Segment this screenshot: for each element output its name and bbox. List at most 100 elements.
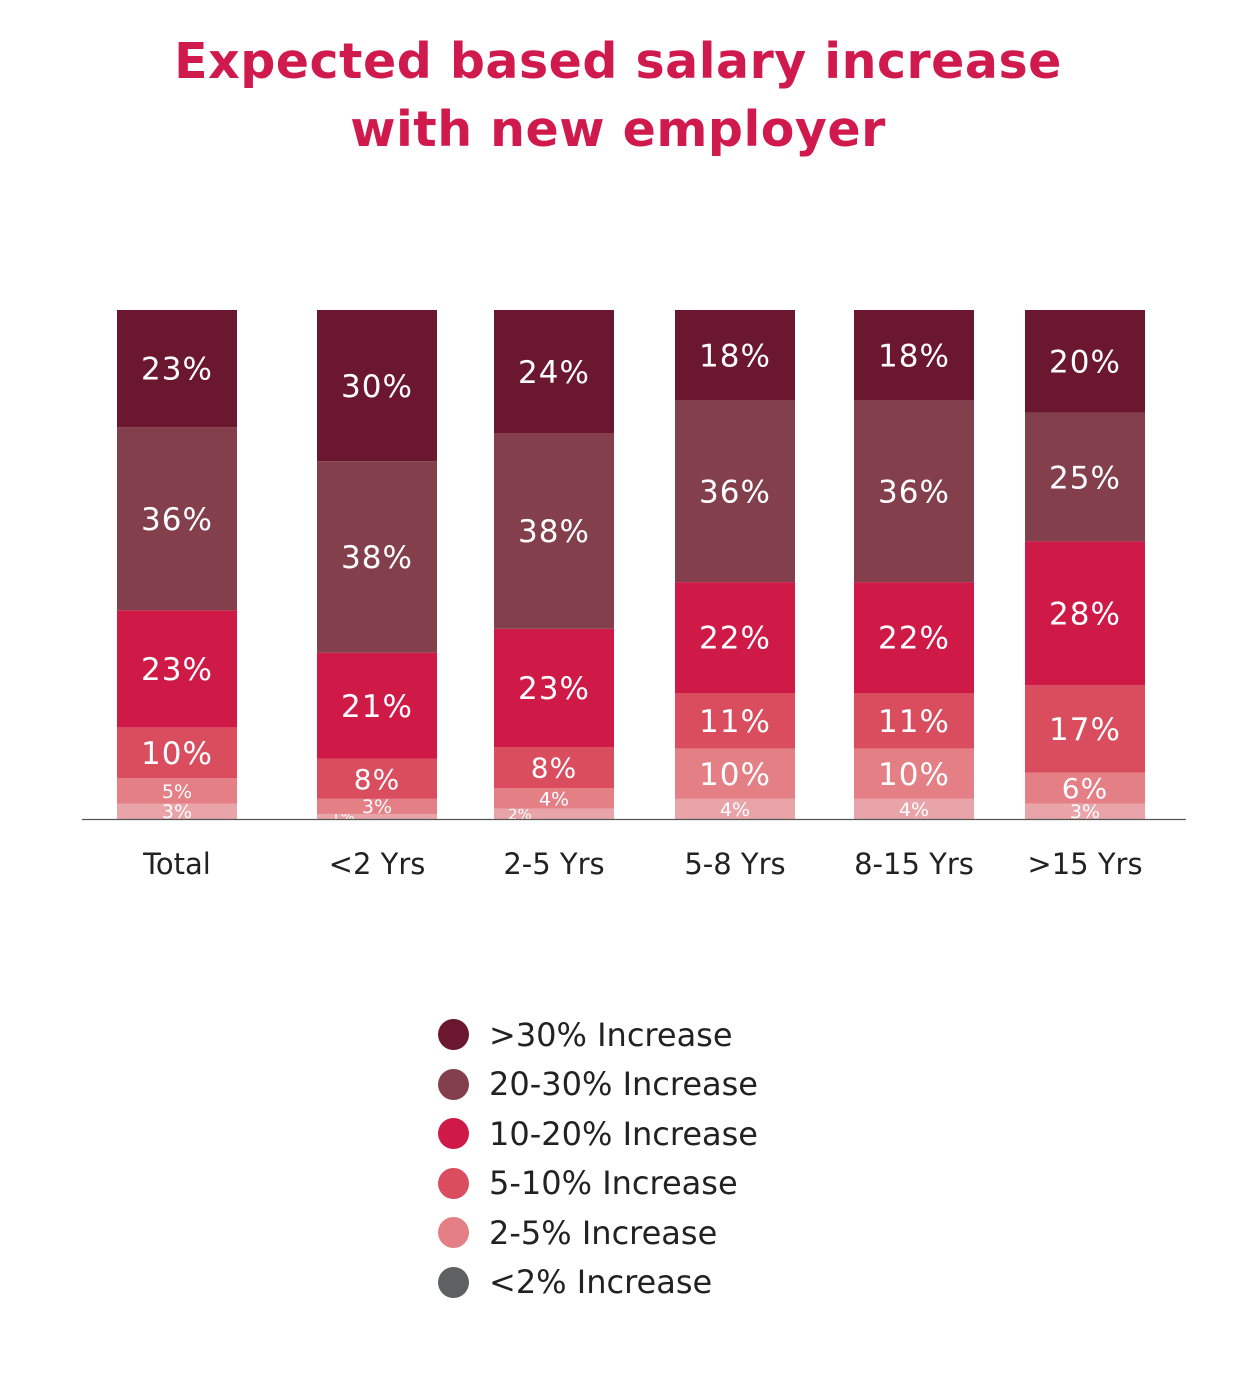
chart-title-line-1: Expected based salary increase xyxy=(174,33,1062,90)
segment-value-label: 11% xyxy=(878,704,950,740)
segment-value-label: 4% xyxy=(899,799,929,821)
segment-value-label: 36% xyxy=(699,475,771,511)
segment-value-label: 3% xyxy=(1070,801,1100,823)
legend-label: <2% Increase xyxy=(489,1263,713,1302)
bar-stack: 2% 4% 8% 23% 38% 24% xyxy=(494,310,614,823)
segment-value-label: 17% xyxy=(1049,712,1121,748)
bar-segment xyxy=(854,693,974,749)
bar-segment xyxy=(675,400,795,583)
category-tick-label: 8-15 Yrs xyxy=(854,847,974,881)
legend-circle-icon xyxy=(438,1019,469,1051)
bar-segment xyxy=(317,310,437,462)
segment-value-label: 2% xyxy=(508,805,532,823)
bar-segment xyxy=(117,610,237,728)
bar-segment xyxy=(675,798,795,819)
segment-value-label: 3% xyxy=(162,801,192,823)
segment-value-label: 8% xyxy=(531,752,577,785)
segment-value-label: 4% xyxy=(539,788,569,810)
category-tick-label: <2 Yrs xyxy=(329,847,426,881)
segment-value-label: 23% xyxy=(518,671,590,707)
bar-stack: 1% 3%8%21%38%30% xyxy=(317,310,437,826)
chart-title-line-2: with new employer xyxy=(350,101,886,158)
category-tick-label: >15 Yrs xyxy=(1027,847,1142,881)
bar-segment xyxy=(117,310,237,428)
bar-segment xyxy=(854,310,974,401)
bar-segment xyxy=(117,803,237,819)
segment-value-label: 28% xyxy=(1049,597,1121,633)
segment-value-label: 22% xyxy=(878,621,950,657)
bar-segment xyxy=(1025,310,1145,413)
legend-item: 5-10% Increase xyxy=(438,1159,758,1209)
legend-circle-icon xyxy=(438,1217,469,1249)
bar-segment xyxy=(854,400,974,583)
segment-value-label: 18% xyxy=(878,339,950,375)
legend-item: >30% Increase xyxy=(438,1010,758,1060)
segment-value-label: 4% xyxy=(720,799,750,821)
segment-value-label: 23% xyxy=(141,352,213,388)
segment-value-label: 30% xyxy=(341,369,413,405)
bar-segment xyxy=(1025,685,1145,773)
segment-value-label: 8% xyxy=(354,763,400,796)
bar-segment xyxy=(854,798,974,819)
bar-segment xyxy=(317,813,437,819)
segment-value-label: 11% xyxy=(699,704,771,740)
bar-segment xyxy=(675,310,795,401)
segment-value-label: 25% xyxy=(1049,460,1121,496)
bar-segment xyxy=(317,652,437,759)
legend-circle-icon xyxy=(438,1167,469,1199)
bar-stack: 4% 10% 11% 22% 36% 18% xyxy=(675,310,795,821)
segment-value-label: 22% xyxy=(699,621,771,657)
category-tick-label: Total xyxy=(142,847,211,881)
segment-value-label: 21% xyxy=(341,689,413,725)
segment-value-label: 20% xyxy=(1049,345,1121,381)
bar-segment xyxy=(854,582,974,694)
bar-segment xyxy=(494,310,614,434)
segment-value-label: 5% xyxy=(162,781,192,803)
legend-circle-icon xyxy=(438,1118,469,1150)
legend-item: 2-5% Increase xyxy=(438,1208,758,1258)
chart-title: Expected based salary increase with new … xyxy=(0,28,1236,164)
bar-segment xyxy=(1025,803,1145,819)
bar-segment xyxy=(494,808,614,819)
bar-segment xyxy=(675,693,795,749)
legend-label: 5-10% Increase xyxy=(489,1164,738,1203)
bar-segment xyxy=(675,582,795,694)
bar-stack: 3%5% 10% 23% 36% 23% xyxy=(117,310,237,823)
category-tick-label: 2-5 Yrs xyxy=(503,847,604,881)
chart-legend: >30% Increase 20-30% Increase 10-20% Inc… xyxy=(438,1010,758,1307)
bar-segment xyxy=(1025,412,1145,542)
legend-item: <2% Increase xyxy=(438,1258,758,1308)
segment-value-label: 18% xyxy=(699,339,771,375)
segment-value-label: 10% xyxy=(878,757,950,793)
bar-segment xyxy=(494,628,614,748)
bar-segment xyxy=(117,427,237,611)
legend-item: 20-30% Increase xyxy=(438,1060,758,1110)
category-tick-label: 5-8 Yrs xyxy=(684,847,785,881)
bar-segment xyxy=(317,461,437,653)
legend-circle-icon xyxy=(438,1266,469,1298)
bar-segment xyxy=(1025,772,1145,804)
bar-segment xyxy=(675,748,795,799)
segment-value-label: 38% xyxy=(518,514,590,550)
segment-value-label: 38% xyxy=(341,540,413,576)
segment-value-label: 36% xyxy=(141,502,213,538)
legend-label: 2-5% Increase xyxy=(489,1213,718,1252)
legend-label: >30% Increase xyxy=(489,1015,733,1054)
bar-stack: 4% 10% 11% 22% 36% 18% xyxy=(854,310,974,821)
bar-segment xyxy=(854,748,974,799)
legend-label: 10-20% Increase xyxy=(489,1114,758,1153)
bar-segment xyxy=(1025,541,1145,686)
segment-value-label: 23% xyxy=(141,652,213,688)
segment-value-label: 6% xyxy=(1062,772,1108,805)
segment-value-label: 36% xyxy=(878,475,950,511)
bar-segment xyxy=(117,727,237,779)
bar-stack: 3%6% 17% 28% 25% 20% xyxy=(1025,310,1145,823)
legend-label: 20-30% Increase xyxy=(489,1065,758,1104)
segment-value-label: 10% xyxy=(141,736,213,772)
segment-value-label: 10% xyxy=(699,757,771,793)
bar-segment xyxy=(494,747,614,789)
segment-value-label: 3% xyxy=(362,796,392,818)
legend-item: 10-20% Increase xyxy=(438,1109,758,1159)
bar-segment xyxy=(317,798,437,814)
